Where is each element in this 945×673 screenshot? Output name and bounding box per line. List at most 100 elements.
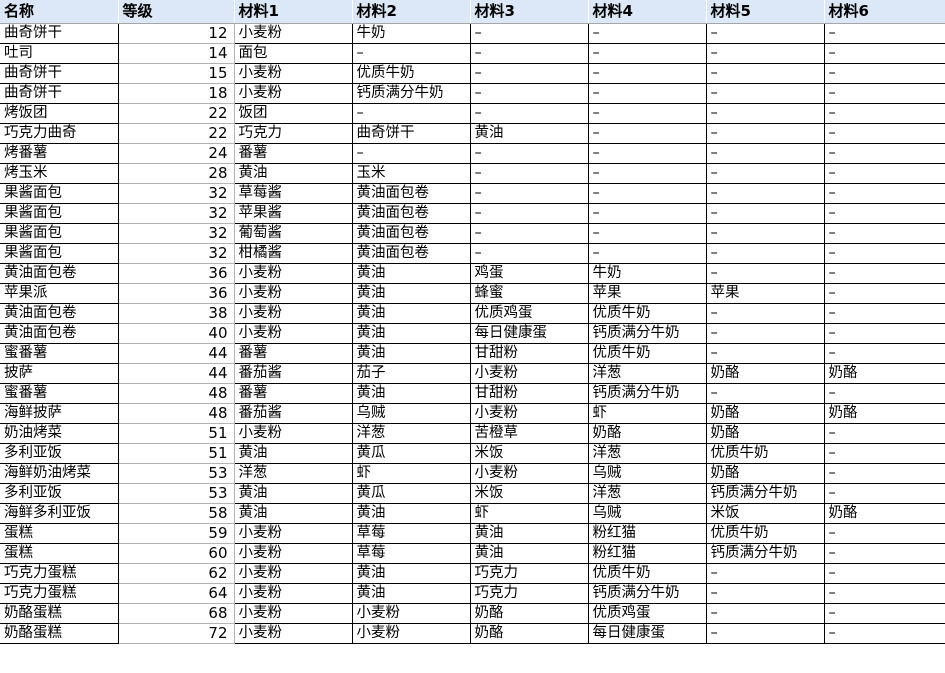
cell-material-4[interactable]: – [588, 123, 707, 144]
cell-name[interactable]: 奶酪蛋糕 [0, 603, 119, 624]
cell-material-1[interactable]: 小麦粉 [234, 423, 353, 444]
cell-material-5[interactable]: – [706, 143, 825, 164]
column-header-level[interactable]: 等级 [118, 0, 235, 24]
cell-material-5[interactable]: 钙质满分牛奶 [706, 543, 825, 564]
cell-material-2[interactable]: – [352, 103, 471, 124]
cell-material-3[interactable]: 每日健康蛋 [470, 323, 589, 344]
cell-material-5[interactable]: – [706, 63, 825, 84]
cell-name[interactable]: 多利亚饭 [0, 483, 119, 504]
cell-level[interactable]: 15 [117, 63, 235, 84]
cell-name[interactable]: 黄油面包卷 [0, 323, 119, 344]
cell-material-3[interactable]: 甘甜粉 [470, 343, 589, 364]
table-row[interactable]: 果酱面包 32 草莓酱 黄油面包卷 – – – – [0, 183, 945, 204]
cell-material-2[interactable]: 小麦粉 [352, 623, 471, 644]
table-row[interactable]: 蜜番薯 48 番薯 黄油 甘甜粉 钙质满分牛奶 – – [0, 383, 945, 404]
cell-name[interactable]: 巧克力曲奇 [0, 123, 119, 144]
column-header-material-6[interactable]: 材料6 [824, 0, 945, 24]
cell-material-4[interactable]: – [588, 43, 707, 64]
cell-material-4[interactable]: 优质鸡蛋 [588, 603, 707, 624]
cell-material-4[interactable]: 乌贼 [588, 463, 707, 484]
cell-material-6[interactable]: – [824, 43, 945, 64]
cell-material-2[interactable]: 黄油 [352, 343, 471, 364]
cell-material-3[interactable]: 巧克力 [470, 583, 589, 604]
cell-level[interactable]: 59 [117, 523, 235, 544]
column-header-material-1[interactable]: 材料1 [234, 0, 353, 24]
cell-material-1[interactable]: 小麦粉 [234, 323, 353, 344]
cell-level[interactable]: 32 [117, 203, 235, 224]
cell-material-1[interactable]: 小麦粉 [234, 303, 353, 324]
table-row[interactable]: 果酱面包 32 柑橘酱 黄油面包卷 – – – – [0, 243, 945, 264]
cell-material-3[interactable]: – [470, 203, 589, 224]
cell-material-6[interactable]: – [824, 443, 945, 464]
cell-material-6[interactable]: – [824, 523, 945, 544]
cell-material-4[interactable]: 洋葱 [588, 443, 707, 464]
cell-material-3[interactable]: 小麦粉 [470, 363, 589, 384]
cell-material-3[interactable]: 米饭 [470, 443, 589, 464]
cell-material-1[interactable]: 黄油 [234, 443, 353, 464]
cell-level[interactable]: 18 [117, 83, 235, 104]
cell-material-3[interactable]: 苦橙草 [470, 423, 589, 444]
cell-material-5[interactable]: – [706, 303, 825, 324]
table-row[interactable]: 海鲜多利亚饭 58 黄油 黄油虾乌贼 米饭 奶酪 [0, 503, 945, 524]
cell-material-6[interactable]: – [824, 623, 945, 644]
cell-name[interactable]: 多利亚饭 [0, 443, 119, 464]
cell-material-2[interactable]: 洋葱 [352, 423, 471, 444]
cell-material-3[interactable]: 鸡蛋 [470, 263, 589, 284]
table-row[interactable]: 曲奇饼干 18 小麦粉 钙质满分牛奶 – – – – [0, 83, 945, 104]
cell-material-5[interactable]: – [706, 163, 825, 184]
cell-name[interactable]: 果酱面包 [0, 243, 119, 264]
cell-name[interactable]: 海鲜多利亚饭 [0, 503, 119, 524]
table-row[interactable]: 海鲜披萨 48 番茄酱 乌贼 小麦粉虾奶酪 奶酪 [0, 403, 945, 424]
cell-material-4[interactable]: – [588, 243, 707, 264]
cell-material-4[interactable]: 乌贼 [588, 503, 707, 524]
table-row[interactable]: 黄油面包卷 40 小麦粉 黄油 每日健康蛋 钙质满分牛奶 – – [0, 323, 945, 344]
cell-material-2[interactable]: 玉米 [352, 163, 471, 184]
cell-material-4[interactable]: – [588, 143, 707, 164]
cell-material-2[interactable]: 优质牛奶 [352, 63, 471, 84]
cell-material-5[interactable]: – [706, 123, 825, 144]
cell-material-2[interactable]: 黄油面包卷 [352, 223, 471, 244]
table-row[interactable]: 蛋糕 60 小麦粉 草莓 黄油 粉红猫 钙质满分牛奶 – [0, 543, 945, 564]
cell-material-6[interactable]: – [824, 163, 945, 184]
cell-material-6[interactable]: – [824, 483, 945, 504]
cell-level[interactable]: 53 [117, 483, 235, 504]
cell-material-6[interactable]: – [824, 463, 945, 484]
cell-material-1[interactable]: 黄油 [234, 163, 353, 184]
cell-material-6[interactable]: 奶酪 [824, 503, 945, 524]
cell-material-5[interactable]: – [706, 203, 825, 224]
cell-material-2[interactable]: 乌贼 [352, 403, 471, 424]
cell-material-6[interactable]: – [824, 243, 945, 264]
cell-material-4[interactable]: 洋葱 [588, 483, 707, 504]
cell-material-4[interactable]: 洋葱 [588, 363, 707, 384]
cell-material-4[interactable]: 苹果 [588, 283, 707, 304]
cell-material-4[interactable]: 钙质满分牛奶 [588, 383, 707, 404]
cell-material-2[interactable]: 虾 [352, 463, 471, 484]
cell-level[interactable]: 51 [117, 443, 235, 464]
cell-material-5[interactable]: – [706, 23, 825, 44]
cell-level[interactable]: 28 [117, 163, 235, 184]
cell-material-1[interactable]: 柑橘酱 [234, 243, 353, 264]
cell-material-4[interactable]: 钙质满分牛奶 [588, 323, 707, 344]
cell-material-3[interactable]: 奶酪 [470, 623, 589, 644]
cell-level[interactable]: 38 [117, 303, 235, 324]
cell-material-6[interactable]: – [824, 323, 945, 344]
cell-name[interactable]: 烤玉米 [0, 163, 119, 184]
table-row[interactable]: 蛋糕 59 小麦粉 草莓 黄油 粉红猫 优质牛奶 – [0, 523, 945, 544]
cell-material-5[interactable]: – [706, 563, 825, 584]
cell-material-6[interactable]: – [824, 383, 945, 404]
table-row[interactable]: 多利亚饭 51 黄油 黄瓜 米饭 洋葱 优质牛奶 – [0, 443, 945, 464]
table-row[interactable]: 曲奇饼干 15 小麦粉 优质牛奶 – – – – [0, 63, 945, 84]
cell-level[interactable]: 48 [117, 383, 235, 404]
cell-level[interactable]: 22 [117, 123, 235, 144]
cell-level[interactable]: 24 [117, 143, 235, 164]
cell-material-4[interactable]: – [588, 83, 707, 104]
cell-material-5[interactable]: – [706, 83, 825, 104]
cell-material-3[interactable]: – [470, 43, 589, 64]
cell-material-3[interactable]: – [470, 143, 589, 164]
table-row[interactable]: 黄油面包卷 36 小麦粉 黄油 鸡蛋 牛奶 – – [0, 263, 945, 284]
table-row[interactable]: 奶酪蛋糕 68 小麦粉 小麦粉 奶酪 优质鸡蛋 – – [0, 603, 945, 624]
table-row[interactable]: 海鲜奶油烤菜 53 洋葱虾小麦粉 乌贼 奶酪 – [0, 463, 945, 484]
cell-level[interactable]: 22 [117, 103, 235, 124]
cell-material-2[interactable]: – [352, 143, 471, 164]
cell-name[interactable]: 果酱面包 [0, 223, 119, 244]
